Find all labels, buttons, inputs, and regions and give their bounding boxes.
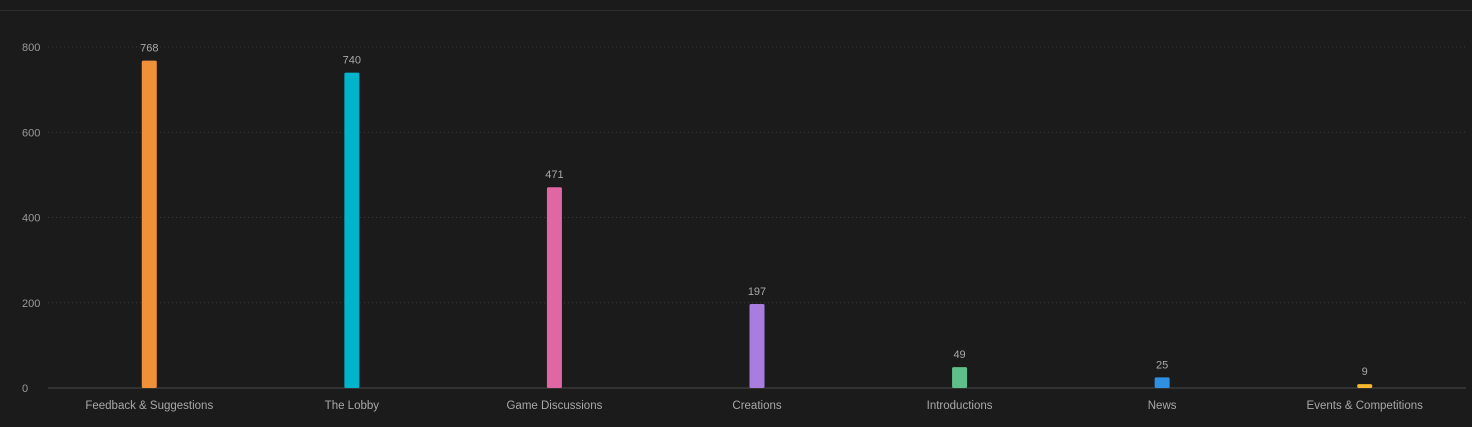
bar xyxy=(344,72,360,388)
value-labels: 768 740 471 197 49 25 9 xyxy=(140,43,1368,379)
x-tick-label: Feedback & Suggestions xyxy=(85,400,213,412)
y-tick-label: 200 xyxy=(22,298,40,310)
data-label: 49 xyxy=(953,349,965,361)
bar xyxy=(546,187,562,388)
x-tick-label: News xyxy=(1148,400,1177,412)
bar xyxy=(141,60,157,388)
x-axis-labels: Feedback & Suggestions The Lobby Game Disc… xyxy=(85,400,1423,412)
data-label: 197 xyxy=(748,286,766,298)
x-tick-label: Events & Competitions xyxy=(1307,400,1424,412)
data-label: 471 xyxy=(545,169,563,181)
data-label: 768 xyxy=(140,43,158,55)
y-tick-label: 0 xyxy=(22,383,28,395)
x-tick-label: The Lobby xyxy=(325,400,380,412)
x-tick-label: Creations xyxy=(732,400,781,412)
bar xyxy=(1357,384,1373,388)
bar xyxy=(1154,377,1170,388)
bar xyxy=(952,367,968,388)
data-label: 9 xyxy=(1362,366,1368,378)
data-label: 25 xyxy=(1156,359,1168,371)
y-tick-label: 600 xyxy=(22,127,40,139)
x-tick-label: Introductions xyxy=(927,400,993,412)
y-axis-ticks: 0 200 400 600 800 xyxy=(22,42,40,395)
bar xyxy=(749,304,765,388)
top-divider xyxy=(0,10,1472,11)
data-label: 740 xyxy=(343,55,361,67)
bars xyxy=(141,60,1373,388)
y-tick-label: 400 xyxy=(22,213,40,225)
x-tick-label: Game Discussions xyxy=(506,400,602,412)
y-tick-label: 800 xyxy=(22,42,40,54)
